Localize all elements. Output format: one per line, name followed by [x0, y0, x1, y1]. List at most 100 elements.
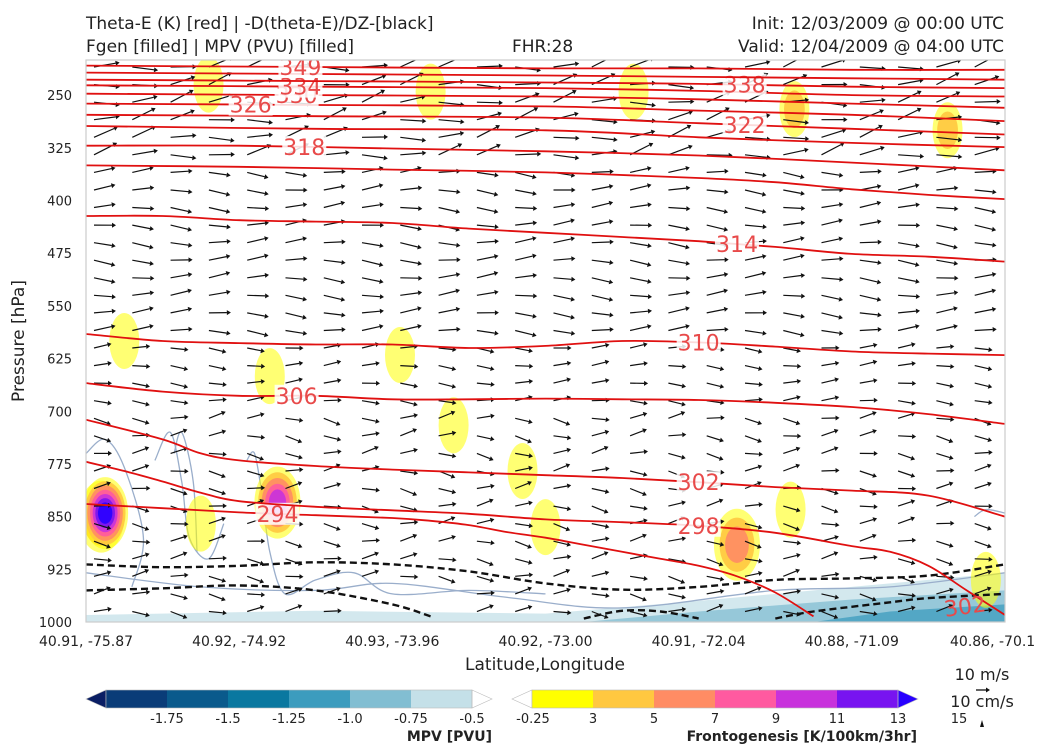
wind-arrowhead [379, 202, 384, 208]
wind-arrowhead [949, 383, 954, 389]
wind-vector [247, 206, 266, 210]
wind-vector [438, 517, 452, 525]
wind-vector [208, 575, 223, 581]
wind-vector [706, 224, 725, 230]
wind-vector [285, 379, 300, 384]
wind-arrowhead [452, 557, 457, 563]
wind-arrowhead [915, 166, 920, 171]
wind-arrowhead [264, 253, 269, 259]
wind-arrowhead [719, 541, 725, 547]
dtheta-e-dz-contour [583, 608, 699, 620]
wind-vector [974, 308, 993, 314]
theta-e-label: 314 [716, 233, 758, 258]
wind-arrowhead [688, 144, 693, 150]
wind-vector [515, 606, 529, 613]
wind-arrowhead [1030, 290, 1034, 295]
wind-vector [936, 187, 955, 191]
wind-arrowhead [575, 155, 580, 161]
wind-vector [783, 417, 797, 424]
wind-arrowhead [527, 481, 532, 486]
dtheta-e-dz-contour [775, 592, 1005, 620]
wind-arrowhead [144, 420, 150, 425]
wind-arrowhead [609, 184, 614, 189]
wind-arrowhead [230, 152, 235, 157]
colorbar-frame [105, 689, 473, 709]
colorbar-end [897, 689, 919, 709]
wind-vector [246, 575, 261, 582]
theta-e-label-bg [274, 384, 319, 407]
wind-arrowhead [876, 279, 882, 285]
wind-vector [821, 171, 840, 176]
wind-arrowhead [297, 604, 303, 609]
wind-vector [208, 329, 227, 334]
wind-vector [400, 308, 418, 314]
y-tick-label: 775 [47, 458, 72, 473]
wind-vector [744, 435, 759, 442]
wind-vector [93, 435, 108, 441]
wind-vector [208, 73, 229, 86]
wind-vector [132, 417, 146, 423]
colorbar-tick-label: -1.0 [337, 712, 362, 727]
wind-arrowhead [1031, 142, 1036, 146]
wind-vector [170, 274, 189, 279]
wind-vector [1013, 241, 1031, 243]
wind-arrowhead [720, 519, 725, 525]
wind-vector [859, 259, 878, 264]
colorbar-swatch [532, 690, 594, 708]
wind-arrowhead [723, 272, 729, 278]
wind-arrowhead [1025, 569, 1030, 574]
wind-arrowhead [297, 438, 303, 444]
wind-vector [208, 593, 223, 600]
wind-vector [208, 487, 223, 494]
wind-vector [132, 400, 147, 405]
wind-arrowhead [681, 401, 686, 407]
wind-arrowhead [456, 257, 461, 263]
wind-vector [285, 277, 304, 280]
wind-vector [821, 397, 836, 402]
wind-vector [1013, 293, 1031, 296]
wind-arrowhead [144, 568, 150, 574]
wind-arrowhead [686, 124, 692, 130]
wind-arrowhead [685, 260, 690, 266]
wind-arrowhead [911, 593, 916, 598]
wind-arrowhead [413, 552, 418, 557]
wind-arrowhead [800, 190, 805, 196]
wind-arrowhead [681, 383, 686, 389]
wind-vector [859, 99, 882, 103]
wind-arrowhead [490, 382, 495, 387]
wind-arrowhead [1026, 465, 1031, 470]
wind-arrowhead [221, 596, 226, 602]
wind-vector [668, 382, 683, 387]
wind-vector [859, 610, 874, 615]
theta-e-label: 334 [279, 76, 321, 101]
wind-vector [132, 127, 153, 138]
wind-arrowhead [298, 360, 304, 366]
wind-arrowhead [413, 447, 418, 453]
mpv-contour [974, 508, 1005, 518]
wind-vector [515, 365, 530, 367]
wind-arrowhead [190, 109, 195, 114]
wind-arrowhead [839, 330, 844, 336]
wind-vector [93, 344, 108, 349]
wind-arrowhead [259, 578, 265, 584]
wind-vector [744, 399, 759, 402]
wind-arrowhead [418, 275, 423, 281]
wind-vector [1013, 274, 1031, 278]
wind-arrowhead [226, 254, 231, 259]
wind-vector [668, 101, 691, 103]
theta-e-label: 302 [943, 592, 988, 623]
theta-e-contour [86, 460, 1005, 616]
wind-arrowhead [107, 557, 112, 563]
wind-vector [93, 127, 115, 138]
wind-vector [553, 204, 572, 209]
wind-arrowhead [605, 417, 610, 423]
wind-vector [323, 186, 342, 191]
wind-vector [208, 557, 223, 560]
wind-arrowhead [528, 523, 533, 529]
wind-arrowhead [804, 147, 809, 153]
wind-arrowhead [718, 456, 724, 461]
wind-vector [936, 242, 955, 248]
colorbar-tick-label: 13 [890, 712, 907, 727]
wind-arrowhead [800, 174, 805, 180]
wind-arrowhead [1030, 209, 1034, 214]
